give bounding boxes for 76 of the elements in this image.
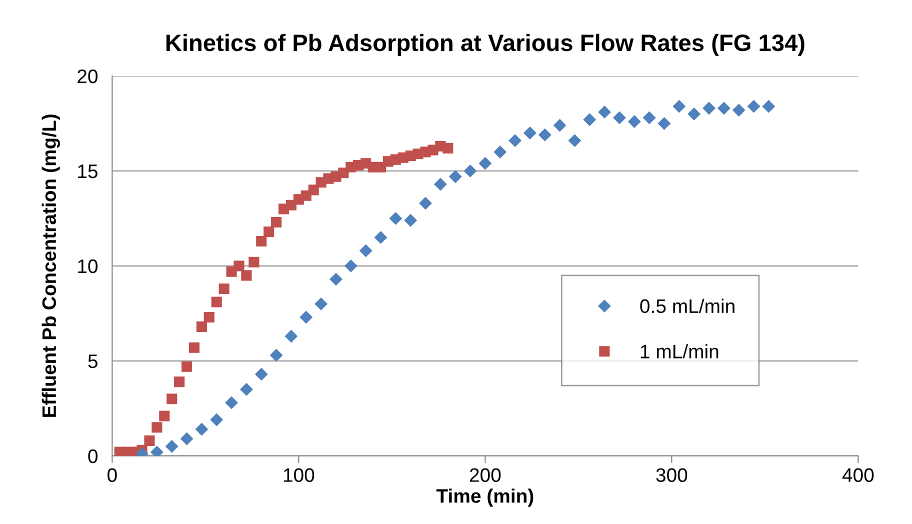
point: [264, 226, 274, 238]
point: [150, 446, 164, 456]
point: [256, 236, 267, 247]
chart-title: Kinetics of Pb Adsorption at Various Flow Rates (FG 134): [166, 34, 804, 56]
point: [732, 104, 746, 116]
point: [284, 330, 298, 343]
point: [152, 422, 162, 433]
point: [271, 216, 282, 228]
x-tick-label: 100: [284, 468, 314, 482]
point: [144, 435, 155, 446]
point: [702, 102, 716, 115]
point: [234, 260, 244, 272]
y-tick-label: 20: [78, 69, 98, 84]
point: [300, 310, 312, 324]
point: [195, 422, 208, 436]
x-tick-label: 200: [470, 468, 501, 482]
point: [762, 100, 775, 113]
point: [181, 361, 192, 372]
x-tick-label: 300: [656, 468, 688, 482]
point: [613, 111, 626, 124]
point: [166, 394, 178, 404]
point: [553, 119, 566, 132]
point: [419, 196, 432, 210]
point: [747, 100, 760, 113]
point: [241, 270, 252, 281]
point: [344, 260, 358, 272]
x-axis-title: Time (min): [436, 488, 534, 507]
point: [196, 321, 207, 332]
y-tick-label: 5: [88, 354, 98, 368]
point: [598, 106, 611, 118]
x-tick-label: 0: [108, 468, 117, 482]
point: [218, 283, 230, 294]
point: [308, 184, 319, 196]
point: [166, 440, 178, 453]
point: [478, 157, 492, 170]
point: [538, 128, 552, 142]
point: [434, 178, 447, 191]
point: [688, 108, 700, 120]
point: [211, 296, 222, 308]
point: [583, 113, 596, 126]
y-tick-label: 0: [88, 449, 98, 464]
point: [524, 126, 536, 140]
point: [389, 212, 402, 225]
point: [442, 142, 454, 154]
point: [174, 376, 185, 388]
point: [330, 272, 342, 286]
point: [159, 410, 170, 422]
y-tick-label: 15: [78, 164, 98, 178]
point: [404, 214, 417, 227]
x-tick-label: 400: [842, 468, 874, 482]
point: [464, 164, 477, 178]
point: [225, 396, 238, 410]
point: [628, 115, 641, 128]
point: [204, 312, 214, 322]
point: [180, 432, 194, 446]
point: [210, 413, 223, 426]
point: [568, 134, 582, 147]
point: [494, 146, 506, 158]
point: [270, 348, 283, 362]
point: [718, 102, 730, 115]
point: [642, 111, 656, 124]
legend-label: 0.5 mL/min: [640, 298, 734, 314]
point: [248, 256, 260, 268]
legend-label: 1 mL/min: [640, 344, 718, 358]
point: [240, 383, 253, 396]
point: [658, 117, 671, 130]
point: [449, 170, 462, 183]
point: [374, 231, 388, 244]
point: [360, 244, 372, 258]
point: [314, 298, 328, 310]
point: [508, 134, 522, 147]
y-axis-title: Effluent Pb Concentration (mg/L): [42, 114, 60, 417]
point: [672, 100, 686, 113]
point: [188, 342, 200, 353]
y-tick-label: 10: [78, 259, 98, 274]
point: [255, 368, 268, 381]
